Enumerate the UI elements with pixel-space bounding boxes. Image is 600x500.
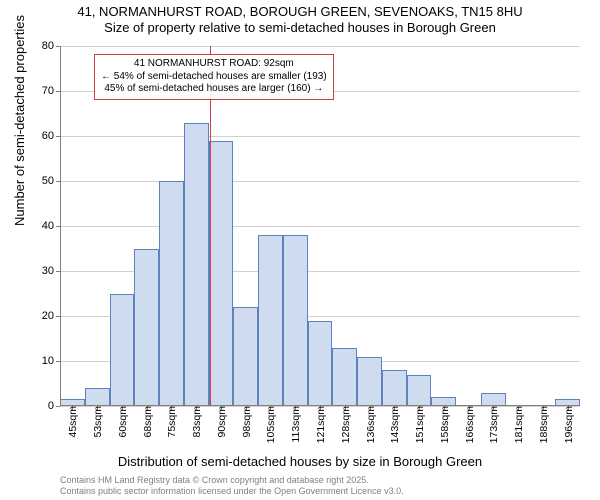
histogram-bar bbox=[134, 249, 159, 407]
chart-container: 41, NORMANHURST ROAD, BOROUGH GREEN, SEV… bbox=[0, 0, 600, 500]
histogram-bar bbox=[233, 307, 258, 406]
histogram-bar bbox=[159, 181, 184, 406]
xtick-label: 105sqm bbox=[263, 406, 277, 443]
histogram-bar bbox=[357, 357, 382, 407]
title-line-2: Size of property relative to semi-detach… bbox=[0, 20, 600, 36]
xtick-label: 188sqm bbox=[536, 406, 550, 443]
xtick-label: 151sqm bbox=[412, 406, 426, 443]
x-axis-label: Distribution of semi-detached houses by … bbox=[0, 454, 600, 469]
xtick-label: 60sqm bbox=[115, 406, 129, 438]
xtick-label: 181sqm bbox=[511, 406, 525, 443]
gridline bbox=[60, 181, 580, 182]
xtick-label: 173sqm bbox=[486, 406, 500, 443]
attribution-footer: Contains HM Land Registry data © Crown c… bbox=[60, 475, 404, 497]
footer-line-2: Contains public sector information licen… bbox=[60, 486, 404, 497]
xtick-label: 83sqm bbox=[189, 406, 203, 438]
xtick-label: 166sqm bbox=[462, 406, 476, 443]
ytick-label: 20 bbox=[42, 310, 60, 322]
xtick-label: 196sqm bbox=[561, 406, 575, 443]
x-axis bbox=[60, 405, 580, 406]
chart-title: 41, NORMANHURST ROAD, BOROUGH GREEN, SEV… bbox=[0, 0, 600, 37]
gridline bbox=[60, 46, 580, 47]
ytick-label: 50 bbox=[42, 175, 60, 187]
histogram-bar bbox=[481, 393, 506, 407]
xtick-label: 75sqm bbox=[164, 406, 178, 438]
histogram-bar bbox=[184, 123, 209, 407]
xtick-label: 68sqm bbox=[140, 406, 154, 438]
xtick-label: 121sqm bbox=[313, 406, 327, 443]
histogram-bar bbox=[209, 141, 234, 407]
histogram-bar bbox=[407, 375, 432, 407]
annotation-box: 41 NORMANHURST ROAD: 92sqm ← 54% of semi… bbox=[94, 54, 334, 100]
annotation-line-3: 45% of semi-detached houses are larger (… bbox=[101, 83, 327, 96]
xtick-label: 45sqm bbox=[65, 406, 79, 438]
annotation-line-1: 41 NORMANHURST ROAD: 92sqm bbox=[101, 58, 327, 71]
xtick-label: 53sqm bbox=[90, 406, 104, 438]
ytick-label: 70 bbox=[42, 85, 60, 97]
ytick-label: 10 bbox=[42, 355, 60, 367]
xtick-label: 136sqm bbox=[363, 406, 377, 443]
histogram-bar bbox=[283, 235, 308, 406]
xtick-label: 113sqm bbox=[288, 406, 302, 443]
xtick-label: 158sqm bbox=[437, 406, 451, 443]
y-axis bbox=[60, 46, 61, 406]
histogram-bar bbox=[308, 321, 333, 407]
xtick-label: 143sqm bbox=[387, 406, 401, 443]
ytick-label: 40 bbox=[42, 220, 60, 232]
reference-line bbox=[210, 46, 212, 406]
gridline bbox=[60, 136, 580, 137]
xtick-label: 128sqm bbox=[338, 406, 352, 443]
xtick-label: 98sqm bbox=[239, 406, 253, 438]
histogram-bar bbox=[258, 235, 283, 406]
histogram-bar bbox=[382, 370, 407, 406]
ytick-label: 80 bbox=[42, 40, 60, 52]
y-axis-label: Number of semi-detached properties bbox=[12, 15, 27, 226]
annotation-line-2: ← 54% of semi-detached houses are smalle… bbox=[101, 71, 327, 84]
ytick-label: 60 bbox=[42, 130, 60, 142]
histogram-bar bbox=[85, 388, 110, 406]
ytick-label: 30 bbox=[42, 265, 60, 277]
histogram-bar bbox=[110, 294, 135, 407]
gridline bbox=[60, 226, 580, 227]
histogram-bar bbox=[332, 348, 357, 407]
plot-area: 0102030405060708045sqm53sqm60sqm68sqm75s… bbox=[60, 46, 580, 406]
xtick-label: 90sqm bbox=[214, 406, 228, 438]
footer-line-1: Contains HM Land Registry data © Crown c… bbox=[60, 475, 404, 486]
title-line-1: 41, NORMANHURST ROAD, BOROUGH GREEN, SEV… bbox=[0, 4, 600, 20]
ytick-label: 0 bbox=[48, 400, 60, 412]
